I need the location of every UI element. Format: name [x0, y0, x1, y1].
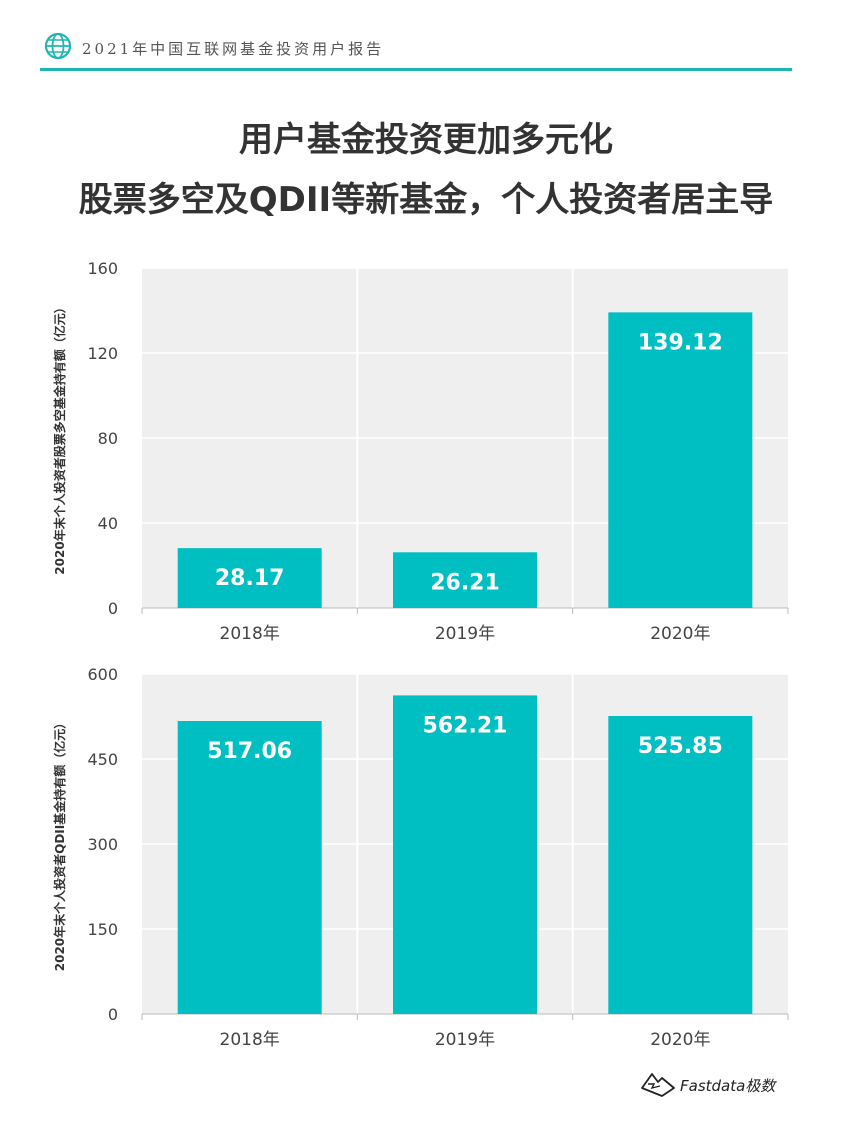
- x-tick-label: 2018年: [220, 624, 280, 644]
- page-title-line-2: 股票多空及QDII等新基金，个人投资者居主导: [78, 180, 774, 220]
- y-tick-label: 0: [108, 599, 118, 618]
- x-tick-label: 2018年: [220, 1030, 280, 1050]
- x-tick-label: 2020年: [650, 1030, 710, 1050]
- y-tick-label: 150: [87, 920, 118, 939]
- globe-icon: [44, 32, 72, 60]
- header-divider: [40, 68, 792, 71]
- chart-stock-long-short-funds: 0 40 80 120 160 28.17 2018年 26.21 2019年 139.12 202…: [52, 259, 789, 644]
- bar-2018年: [177, 720, 322, 1014]
- page-title-line-1: 用户基金投资更加多元化: [239, 120, 613, 160]
- report-title: 2021年中国互联网基金投资用户报告: [82, 40, 385, 58]
- footer-logo: Fastdata极数: [640, 1070, 800, 1100]
- report-header: 2021年中国互联网基金投资用户报告: [40, 28, 792, 71]
- y-tick-label: 450: [87, 750, 118, 769]
- bar-2020年: [608, 716, 753, 1014]
- bar-value-label: 517.06: [207, 739, 292, 764]
- bar-2019年: [393, 552, 537, 608]
- bar-2019年: [393, 695, 537, 1014]
- x-tick-label: 2019年: [435, 1030, 495, 1050]
- y-axis-title: 2020年末个人投资者股票多空基金持有额（亿元）: [52, 301, 67, 574]
- y-tick-label: 300: [87, 835, 118, 854]
- bar-value-label: 525.85: [638, 734, 723, 759]
- bar-value-label: 139.12: [638, 330, 723, 355]
- bar-2018年: [177, 548, 322, 608]
- bar-value-label: 562.21: [423, 713, 508, 738]
- y-tick-label: 160: [87, 259, 118, 278]
- y-tick-label: 80: [98, 429, 118, 448]
- y-tick-label: 40: [98, 514, 118, 533]
- bar-2020年: [608, 312, 753, 608]
- y-tick-label: 120: [87, 344, 118, 363]
- y-tick-label: 0: [108, 1005, 118, 1024]
- y-tick-label: 600: [87, 665, 118, 684]
- x-tick-label: 2020年: [650, 624, 710, 644]
- chart-qdii-funds: 0 150 300 450 600 517.06 2018年 562.21 2019年 525.8…: [52, 665, 789, 1050]
- y-axis-title: 2020年末个人投资者QDII基金持有额（亿元）: [52, 717, 67, 972]
- brand-name: Fastdata极数: [680, 1077, 776, 1095]
- mountain-logo-icon: [641, 1073, 675, 1097]
- x-tick-label: 2019年: [435, 624, 495, 644]
- bar-value-label: 28.17: [215, 566, 285, 591]
- bar-value-label: 26.21: [430, 570, 500, 595]
